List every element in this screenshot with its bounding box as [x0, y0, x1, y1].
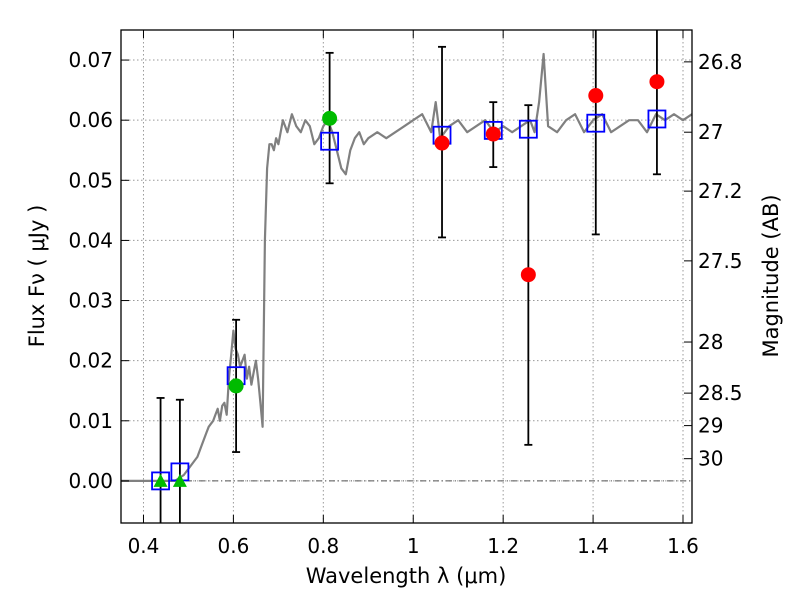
x-tick-label: 1.2 [487, 534, 519, 558]
optical-point [322, 110, 338, 126]
upper-limit-triangle [153, 473, 168, 487]
optical-point [228, 378, 244, 394]
model-photometry-square [647, 109, 667, 129]
right-tick-label: 26.8 [698, 50, 743, 74]
model-photometry-square [518, 119, 538, 139]
plot-area-background [121, 30, 692, 523]
y-tick-label: 0.00 [68, 469, 113, 493]
right-tick-label: 27.5 [698, 249, 743, 273]
x-tick-label: 1.6 [667, 534, 699, 558]
plot-frame [120, 29, 693, 524]
model-photometry-square [320, 131, 340, 151]
right-tick-label: 27 [698, 120, 723, 144]
right-tick-label: 29 [698, 414, 723, 438]
model-photometry-square [151, 471, 170, 491]
x-axis-title: Wavelength λ (μm) [306, 564, 507, 588]
y-tick-label: 0.07 [68, 48, 113, 72]
y-tick-label: 0.05 [68, 168, 113, 192]
detection-point [520, 267, 536, 283]
right-axis-title: Magnitude (AB) [759, 194, 783, 357]
x-tick-label: 0.8 [307, 534, 339, 558]
detection-point [588, 88, 604, 104]
marker-layer [151, 74, 667, 491]
y-tick-label: 0.06 [68, 108, 113, 132]
x-tick-label: 1.4 [577, 534, 609, 558]
y-tick-label: 0.03 [68, 289, 113, 313]
grid-layer [121, 30, 692, 523]
y-axis-title: Flux Fν ( μJy ) [25, 205, 49, 348]
model-photometry-square [586, 113, 606, 133]
x-tick-label: 1 [407, 534, 420, 558]
detection-point [649, 74, 665, 90]
right-tick-label: 28 [698, 330, 723, 354]
detection-point [434, 135, 450, 151]
y-tick-label: 0.04 [68, 228, 113, 252]
right-tick-label: 27.2 [698, 179, 743, 203]
x-tick-label: 0.4 [128, 534, 160, 558]
tick-layer: 0.4 0.6 0.8 1 1.2 1.4 1.6 0.00 0.01 0.02 0.03 0.04 0… [68, 30, 743, 558]
x-tick-label: 0.6 [217, 534, 249, 558]
y-tick-label: 0.02 [68, 349, 113, 373]
upper-limit-triangle [172, 473, 187, 487]
y-tick-label: 0.01 [68, 409, 113, 433]
detection-point [485, 126, 501, 142]
right-tick-label: 28.5 [698, 381, 743, 405]
right-tick-label: 30 [698, 447, 723, 471]
